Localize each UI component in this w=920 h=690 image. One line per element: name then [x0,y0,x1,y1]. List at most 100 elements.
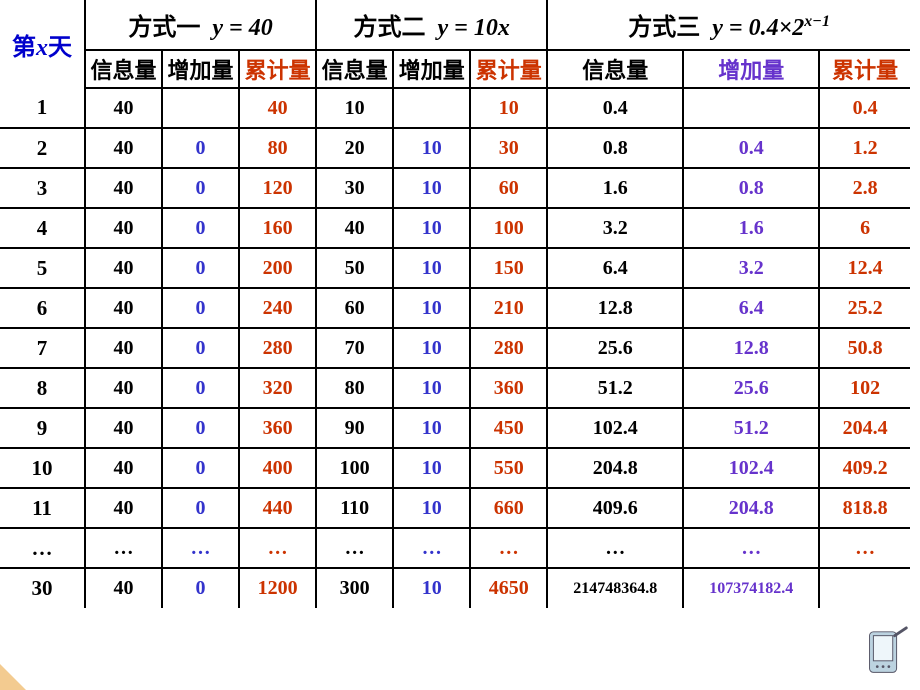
table-cell: 150 [470,248,547,288]
table-cell: 6 [819,208,910,248]
table-cell: 200 [239,248,316,288]
table-cell: 40 [85,288,162,328]
table-cell: 0 [162,448,239,488]
table-cell: 40 [85,208,162,248]
table-cell: 10 [393,168,470,208]
table-cell: 3.2 [683,248,819,288]
table-cell: 0.4 [819,88,910,128]
table-cell: 6.4 [547,248,683,288]
table-cell: 12.8 [547,288,683,328]
table-cell: 0 [162,328,239,368]
table-cell: 102 [819,368,910,408]
table-cell: 300 [316,568,393,608]
table-cell: 360 [470,368,547,408]
table-cell: 440 [239,488,316,528]
table-cell: 10 [393,448,470,488]
table-cell: 10 [0,448,85,488]
m1-sub-cum: 累计量 [239,50,316,88]
table-cell: 204.4 [819,408,910,448]
table-cell: … [0,528,85,568]
table-cell: … [393,528,470,568]
table-cell: 40 [85,88,162,128]
table-cell [683,88,819,128]
table-cell: 280 [470,328,547,368]
table-cell: 1.6 [683,208,819,248]
table-cell: 1200 [239,568,316,608]
table-cell: 240 [239,288,316,328]
table-cell: 20 [316,128,393,168]
table-cell: 0 [162,368,239,408]
table-cell [819,568,910,608]
table-cell: 25.6 [547,328,683,368]
pda-device-icon [856,626,914,684]
table-cell: 40 [85,168,162,208]
table-cell: 90 [316,408,393,448]
comparison-table: 第x天 方式一 y = 40 方式二 y = 10x 方式三 y = 0.4×2… [0,0,910,608]
table-cell: 9 [0,408,85,448]
table-cell: 102.4 [547,408,683,448]
table-cell: 0.4 [683,128,819,168]
table-cell: 0.8 [683,168,819,208]
table-cell: 5 [0,248,85,288]
table-cell: 10 [393,248,470,288]
table-cell: 12.8 [683,328,819,368]
header-day: 第x天 [0,0,85,88]
table-cell: 100 [316,448,393,488]
m1-sub-inc: 增加量 [162,50,239,88]
table-cell: 4650 [470,568,547,608]
table-cell: 204.8 [683,488,819,528]
table-cell: 1.6 [547,168,683,208]
day-label-2: 天 [48,35,72,61]
table-cell: 0 [162,248,239,288]
table-cell: 0 [162,408,239,448]
table-cell: … [162,528,239,568]
table-cell: 400 [239,448,316,488]
table-cell: 1 [0,88,85,128]
table-cell: 40 [85,368,162,408]
table-cell: … [470,528,547,568]
table-cell: 60 [316,288,393,328]
table-cell: 550 [470,448,547,488]
table-cell: 30 [470,128,547,168]
day-label-var: x [36,35,48,61]
table-cell: 80 [239,128,316,168]
m2-sub-info: 信息量 [316,50,393,88]
m3-sub-inc: 增加量 [683,50,819,88]
table-cell: 1.2 [819,128,910,168]
table-cell: 25.6 [683,368,819,408]
table-cell: 40 [85,488,162,528]
table-cell: 40 [85,568,162,608]
table-cell: 10 [470,88,547,128]
table-cell: 7 [0,328,85,368]
m1-sub-info: 信息量 [85,50,162,88]
table-cell: 60 [470,168,547,208]
table-cell: … [683,528,819,568]
m3-sub-info: 信息量 [547,50,683,88]
table-cell: 4 [0,208,85,248]
table-cell: 10 [316,88,393,128]
table-cell: … [547,528,683,568]
table-cell: 320 [239,368,316,408]
table-cell: 450 [470,408,547,448]
table-cell: 40 [85,408,162,448]
table-cell: 100 [470,208,547,248]
table-cell: 409.6 [547,488,683,528]
table-cell: 0 [162,488,239,528]
table-cell: 0 [162,208,239,248]
m2-sub-inc: 增加量 [393,50,470,88]
table-cell: 204.8 [547,448,683,488]
table-cell: 10 [393,488,470,528]
table-cell: 2 [0,128,85,168]
header-method2: 方式二 y = 10x [316,0,547,50]
table-cell: … [85,528,162,568]
table-cell: 30 [0,568,85,608]
table-cell: 0.8 [547,128,683,168]
table-cell: 214748364.8 [547,568,683,608]
table-cell: 8 [0,368,85,408]
m3-title: 方式三 [628,15,700,41]
m2-sub-cum: 累计量 [470,50,547,88]
m1-formula: y = 40 [212,15,272,41]
table-cell: 10 [393,128,470,168]
table-cell: … [316,528,393,568]
table-cell: 10 [393,408,470,448]
